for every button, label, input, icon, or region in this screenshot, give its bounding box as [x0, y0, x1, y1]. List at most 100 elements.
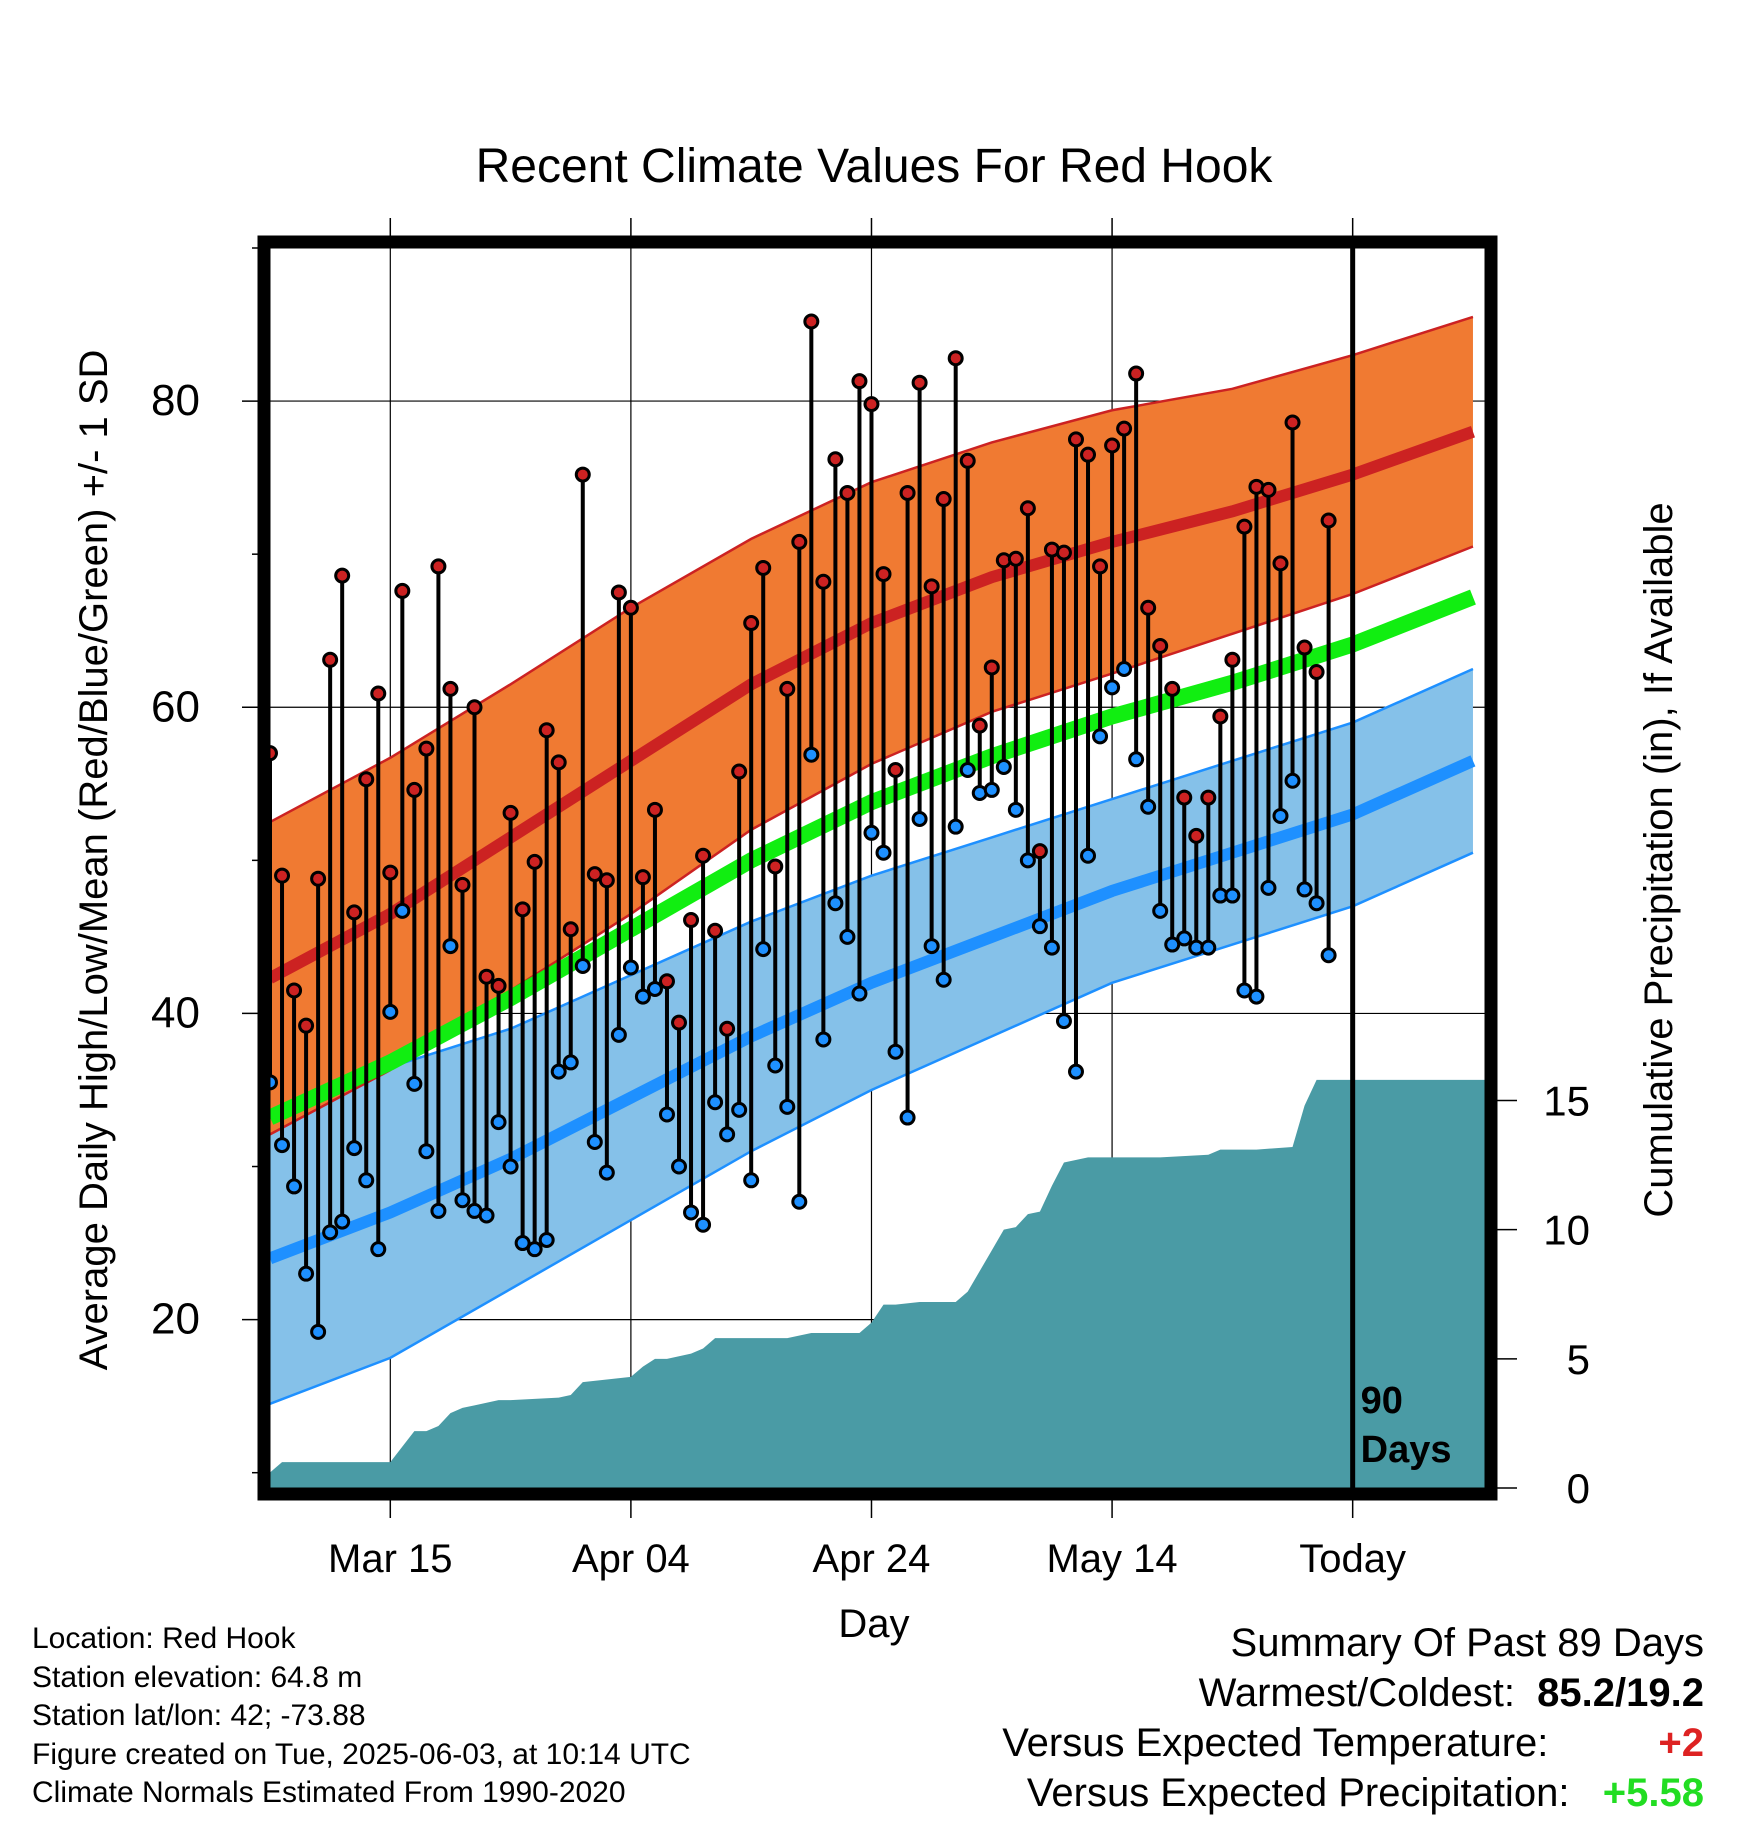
- daily-high-point: [502, 804, 519, 821]
- daily-high-point: [947, 350, 964, 367]
- low-band-lower-edge: [269, 851, 1474, 1405]
- daily-high-point: [683, 912, 700, 929]
- daily-low-point: [827, 895, 844, 912]
- daily-high-point: [719, 1020, 736, 1037]
- summary-precipitation: Versus Expected Precipitation: +5.58: [1002, 1768, 1704, 1818]
- daily-low-point: [1140, 798, 1157, 815]
- daily-high-point: [370, 685, 387, 702]
- daily-low-point: [598, 1164, 615, 1181]
- daily-high-point: [935, 491, 952, 508]
- daily-high-point: [755, 559, 772, 576]
- x-tick-label: Today: [1299, 1537, 1406, 1581]
- y-tick-label: 60: [151, 682, 200, 731]
- daily-low-point: [1067, 1063, 1084, 1080]
- daily-high-point: [767, 858, 784, 875]
- daily-high-point: [791, 533, 808, 550]
- daily-high-point: [743, 615, 760, 632]
- daily-low-point: [430, 1202, 447, 1219]
- daily-low-point: [1320, 947, 1337, 964]
- daily-low-point: [274, 1137, 291, 1154]
- daily-low-point: [911, 811, 928, 828]
- daily-high-point: [538, 722, 555, 739]
- daily-low-point: [1296, 881, 1313, 898]
- daily-high-point: [959, 452, 976, 469]
- low-normal-line: [267, 755, 1476, 1264]
- temp-anomaly-value: +2: [1658, 1721, 1704, 1765]
- daily-low-point: [1055, 1013, 1072, 1030]
- daily-high-point: [478, 968, 495, 985]
- daily-low-point: [755, 941, 772, 958]
- daily-low-point: [1164, 936, 1181, 953]
- summary-temperature: Versus Expected Temperature: +2: [1002, 1718, 1704, 1768]
- daily-high-point: [1080, 446, 1097, 463]
- daily-low-point: [1308, 895, 1325, 912]
- daily-low-point: [1031, 918, 1048, 935]
- x-tick-label: Apr 04: [572, 1537, 690, 1581]
- daily-low-point: [622, 959, 639, 976]
- daily-high-point: [1320, 512, 1337, 529]
- daily-low-point: [743, 1172, 760, 1189]
- daily-high-point: [598, 872, 615, 889]
- precip-anomaly-value: +5.58: [1602, 1771, 1704, 1815]
- daily-low-point: [370, 1241, 387, 1258]
- y2-tick-label: 0: [1567, 1465, 1590, 1512]
- daily-low-point: [406, 1075, 423, 1092]
- daily-low-point: [875, 844, 892, 861]
- y-tick-label: 40: [151, 988, 200, 1037]
- daily-high-point: [1296, 639, 1313, 656]
- x-tick-label: Apr 24: [813, 1537, 931, 1581]
- daily-low-point: [394, 902, 411, 919]
- summary-heading: Summary Of Past 89 Days: [1230, 1621, 1704, 1665]
- daily-high-point: [1284, 414, 1301, 431]
- daily-high-point: [971, 717, 988, 734]
- daily-high-point: [358, 771, 375, 788]
- daily-high-point: [1019, 500, 1036, 517]
- daily-low-point: [815, 1031, 832, 1048]
- daily-high-point: [1224, 651, 1241, 668]
- daily-low-point: [791, 1193, 808, 1210]
- daily-low-point: [538, 1232, 555, 1248]
- daily-high-point: [406, 781, 423, 798]
- daily-low-point: [454, 1192, 471, 1209]
- daily-high-point: [1212, 708, 1229, 725]
- daily-high-point: [454, 876, 471, 893]
- daily-low-point: [683, 1204, 700, 1221]
- daily-high-point: [707, 922, 724, 939]
- daily-low-point: [298, 1265, 315, 1282]
- daily-low-point: [514, 1235, 531, 1252]
- daily-high-point: [634, 869, 651, 886]
- daily-low-point: [1128, 751, 1145, 768]
- daily-low-point: [442, 938, 459, 955]
- daily-high-point: [1092, 558, 1109, 575]
- info-created: Figure created on Tue, 2025-06-03, at 10…: [32, 1737, 691, 1771]
- warm-cold-label: Warmest/Coldest:: [1198, 1671, 1515, 1715]
- daily-high-point: [839, 484, 856, 501]
- daily-low-point: [863, 824, 880, 841]
- y2-axis-label: Cumulative Precipitation (in), If Availa…: [1637, 502, 1681, 1217]
- daily-high-point: [274, 867, 291, 884]
- daily-low-point: [658, 1106, 675, 1123]
- daily-high-point: [1055, 544, 1072, 561]
- daily-high-point: [1116, 420, 1133, 437]
- daily-high-point: [815, 573, 832, 590]
- y-axis-label: Average Daily High/Low/Mean (Red/Blue/Gr…: [72, 350, 116, 1371]
- daily-high-point: [322, 651, 339, 668]
- daily-low-point: [1092, 728, 1109, 745]
- daily-low-point: [550, 1063, 567, 1080]
- info-location: Location: Red Hook: [32, 1622, 296, 1655]
- daily-high-point: [394, 582, 411, 599]
- daily-low-point: [574, 957, 591, 974]
- daily-high-point: [1007, 550, 1024, 567]
- daily-high-point: [887, 762, 904, 779]
- daily-low-point: [719, 1126, 736, 1143]
- daily-high-point: [695, 847, 712, 864]
- daily-low-point: [310, 1323, 327, 1340]
- daily-high-point: [1308, 664, 1325, 681]
- chart-title: Recent Climate Values For Red Hook: [476, 140, 1274, 193]
- daily-low-point: [839, 928, 856, 945]
- days-count-label: 90: [1361, 1380, 1403, 1422]
- daily-low-point: [418, 1143, 435, 1160]
- daily-low-point: [731, 1101, 748, 1118]
- y-tick-label: 20: [151, 1295, 200, 1344]
- temp-label: Versus Expected Temperature:: [1002, 1721, 1549, 1765]
